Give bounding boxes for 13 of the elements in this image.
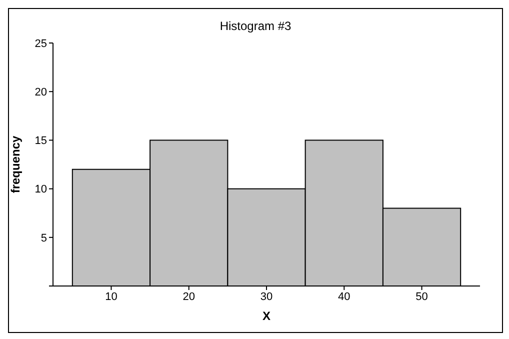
x-tick-label: 30 bbox=[260, 290, 273, 303]
x-tick-label: 40 bbox=[338, 290, 350, 303]
y-tick-label: 25 bbox=[34, 38, 47, 50]
x-tick-label: 20 bbox=[182, 290, 195, 303]
x-tick-label: 10 bbox=[105, 290, 118, 303]
y-tick-label: 10 bbox=[34, 184, 47, 196]
y-tick-label: 20 bbox=[34, 86, 47, 99]
y-tick-label: 5 bbox=[40, 232, 47, 244]
y-tick-label: 15 bbox=[34, 135, 47, 148]
x-axis-title: X bbox=[262, 309, 271, 323]
x-tick-label: 50 bbox=[416, 290, 428, 303]
y-axis-title: frequency bbox=[8, 136, 22, 194]
chart-title: Histogram #3 bbox=[218, 19, 292, 33]
